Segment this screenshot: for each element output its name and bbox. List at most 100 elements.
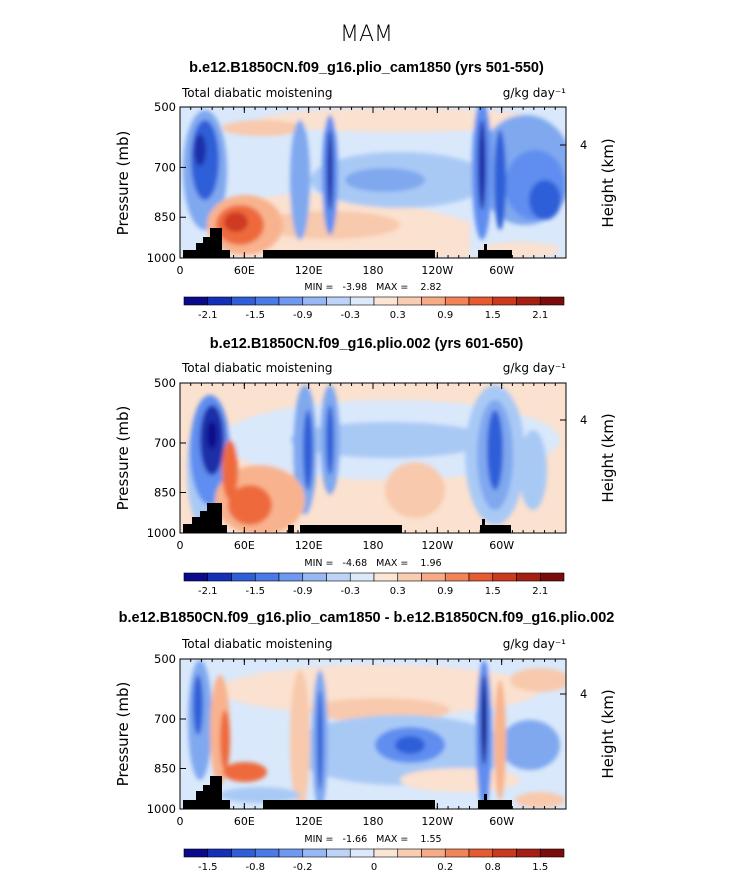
colorbar-swatch <box>349 572 375 582</box>
colorbar-label: -2.1 <box>198 310 218 321</box>
y-tick-label: 500 <box>154 652 176 666</box>
colorbar-swatch <box>231 296 256 306</box>
panel-3-title: b.e12.B1850CN.f09_g16.plio_cam1850 - b.e… <box>118 610 615 626</box>
colorbar-label: 0.2 <box>437 862 453 873</box>
x-tick-label: 60W <box>489 539 514 552</box>
colorbar-swatch <box>302 296 327 306</box>
colorbar-swatch <box>278 848 304 858</box>
colorbar-label: 1.5 <box>485 310 501 321</box>
colorbar-swatch <box>349 848 375 858</box>
colorbar-swatch <box>539 296 565 306</box>
x-tick-label: 120W <box>421 539 453 552</box>
colorbar-swatch <box>468 296 494 306</box>
x-tick-label: 180 <box>363 815 384 828</box>
colorbar-swatch <box>207 572 232 582</box>
x-tick-label: 0 <box>177 264 184 277</box>
right-tick-label: 4 <box>580 138 587 152</box>
colorbar-label: -0.2 <box>293 862 313 873</box>
colorbar-label: 0.9 <box>437 310 453 321</box>
x-tick-label: 0 <box>177 539 184 552</box>
colorbar-swatch <box>326 848 351 858</box>
panel-3-stats: MIN = -1.66 MAX = 1.55 <box>304 834 441 845</box>
panel-2-field <box>180 383 566 533</box>
panel-1-units: g/kg day⁻¹ <box>503 86 566 100</box>
panel-2-units: g/kg day⁻¹ <box>503 361 566 375</box>
panel-1-left-label: Total diabatic moistening <box>181 86 332 100</box>
colorbar-label: 0.8 <box>485 862 501 873</box>
panel-2-title: b.e12.B1850CN.f09_g16.plio.002 (yrs 601-… <box>209 336 524 352</box>
figure-title: MAM <box>339 22 393 47</box>
panel-3-left-label: Total diabatic moistening <box>181 637 332 651</box>
y-tick-label: 850 <box>154 486 176 500</box>
colorbar-label: -0.3 <box>340 586 360 597</box>
colorbar-swatch <box>492 572 517 582</box>
x-tick-label: 60E <box>234 264 255 277</box>
colorbar-swatch <box>492 296 517 306</box>
colorbar-swatch <box>183 572 209 582</box>
colorbar-swatch <box>492 848 517 858</box>
panel-3-ylabel: Pressure (mb) <box>114 682 132 787</box>
panel-1-ylabel: Pressure (mb) <box>114 131 132 236</box>
panel-2-stats: MIN = -4.68 MAX = 1.96 <box>304 558 441 569</box>
colorbar-swatch <box>516 572 541 582</box>
colorbar-swatch <box>539 848 565 858</box>
colorbar-label: 0.3 <box>390 310 406 321</box>
colorbar-swatch <box>421 848 446 858</box>
right-tick-label: 4 <box>580 413 587 427</box>
x-tick-label: 180 <box>363 539 384 552</box>
colorbar-label: -2.1 <box>198 586 218 597</box>
colorbar-swatch <box>231 848 256 858</box>
panel-3-field <box>180 659 566 809</box>
x-tick-label: 60W <box>489 815 514 828</box>
colorbar-label: 2.1 <box>532 586 548 597</box>
colorbar-swatch <box>278 296 304 306</box>
y-tick-label: 850 <box>154 762 176 776</box>
colorbar-swatch <box>254 296 280 306</box>
y-tick-label: 1000 <box>147 802 176 816</box>
panel-2-left-label: Total diabatic moistening <box>181 361 332 375</box>
y-tick-label: 1000 <box>147 251 176 265</box>
colorbar-swatch <box>444 296 470 306</box>
colorbar-swatch <box>349 296 375 306</box>
colorbar-swatch <box>539 572 565 582</box>
colorbar-swatch <box>373 572 399 582</box>
colorbar-swatch <box>278 572 304 582</box>
colorbar-swatch <box>183 848 209 858</box>
colorbar-label: 1.5 <box>532 862 548 873</box>
x-tick-label: 120W <box>421 264 453 277</box>
y-tick-label: 850 <box>154 210 176 224</box>
colorbar-swatch <box>444 572 470 582</box>
colorbar-swatch <box>254 848 280 858</box>
panel-1-stats: MIN = -3.98 MAX = 2.82 <box>304 282 441 293</box>
x-tick-label: 0 <box>177 815 184 828</box>
panel-1-title: b.e12.B1850CN.f09_g16.plio_cam1850 (yrs … <box>189 60 544 76</box>
colorbar-label: -1.5 <box>245 310 265 321</box>
y-tick-label: 500 <box>154 376 176 390</box>
colorbar-swatch <box>516 296 541 306</box>
colorbar-swatch <box>373 848 399 858</box>
colorbar-label: 1.5 <box>485 586 501 597</box>
colorbar-label: 0.3 <box>390 586 406 597</box>
y-tick-label: 700 <box>154 712 176 726</box>
colorbar-swatch <box>326 572 351 582</box>
colorbar-label: -0.9 <box>293 586 313 597</box>
colorbar-swatch <box>373 296 399 306</box>
x-tick-label: 180 <box>363 264 384 277</box>
colorbar-label: -1.5 <box>245 586 265 597</box>
colorbar-label: -0.9 <box>293 310 313 321</box>
panel-1-field <box>180 107 566 258</box>
colorbar-swatch <box>421 572 446 582</box>
colorbar-swatch <box>468 848 494 858</box>
colorbar-swatch <box>254 572 280 582</box>
colorbar-swatch <box>207 848 232 858</box>
x-tick-label: 120E <box>295 539 323 552</box>
colorbar-swatch <box>326 296 351 306</box>
panel-2-ylabel: Pressure (mb) <box>114 406 132 511</box>
colorbar-label: -0.3 <box>340 310 360 321</box>
colorbar-swatch <box>397 848 422 858</box>
colorbar-label: 0 <box>371 862 377 873</box>
y-tick-label: 500 <box>154 100 176 114</box>
panel-2: Total diabatic moistening g/kg day⁻¹ 500… <box>114 361 617 597</box>
right-tick-label: 4 <box>580 687 587 701</box>
